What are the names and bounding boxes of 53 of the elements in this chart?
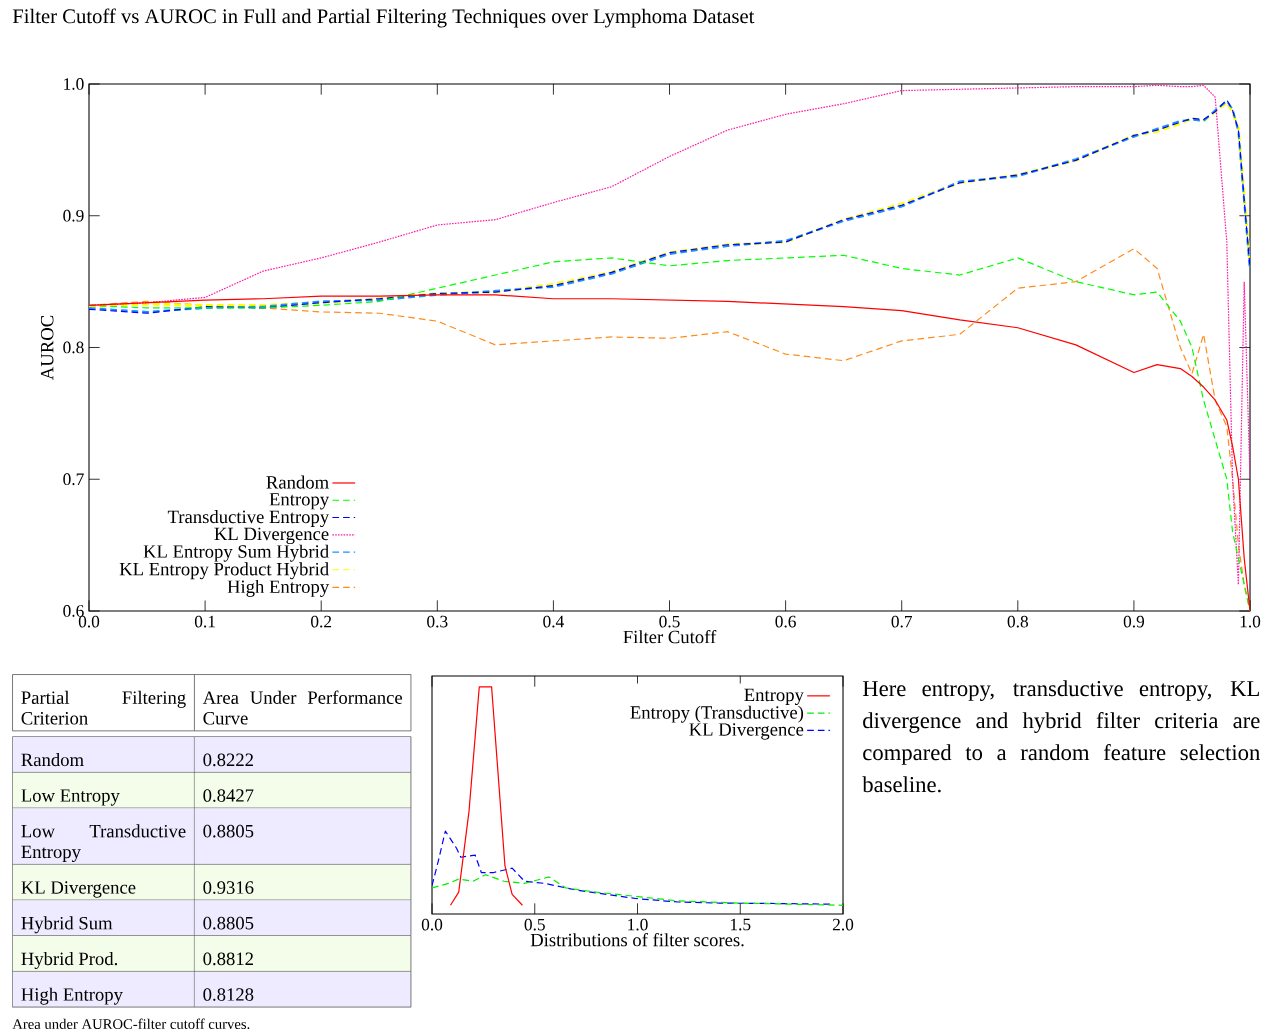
y-tick-label: 0.7 — [63, 473, 84, 486]
category-label: Hybrid Prod. — [21, 951, 118, 969]
x-tick-label: 2.0 — [832, 918, 854, 931]
text: Area under AUROC-filter cutoff curves. — [12, 1018, 250, 1030]
data-label: 0.8805 — [203, 824, 254, 838]
x-tick-label: 0.8 — [1007, 615, 1028, 628]
data-label: 0.8805 — [203, 916, 254, 930]
x-tick-label: 0.0 — [78, 615, 100, 628]
chart-title: Filter Cutoff vs AUROC in Full and Partial Filtering Techniques over Lymphoma Dataset — [12, 8, 755, 28]
text: Here entropy, transductive entropy, KL divergence and hybrid filter criteria are compared to a random feature selection baseline. — [862, 680, 1260, 793]
text: Partial Filtering Criterion — [21, 690, 186, 725]
legend-label: KL Divergence — [689, 723, 804, 740]
category-label: Hybrid Sum — [21, 916, 113, 934]
legend-label: High Entropy — [227, 579, 330, 597]
x-tick-label: 0.2 — [311, 615, 332, 628]
y-tick-label: 1.0 — [64, 78, 84, 90]
x-axis-title: Distributions of filter scores. — [530, 932, 744, 947]
legend-label: KL Entropy Product Hybrid — [119, 562, 329, 580]
data-label: 0.8222 — [203, 753, 253, 767]
legend-label: Entropy (Transductive) — [630, 705, 804, 723]
x-tick-label: 0.0 — [421, 918, 443, 931]
x-tick-label: 1.0 — [1240, 615, 1261, 628]
data-label: 0.8812 — [203, 952, 253, 966]
category-label: Low Transductive Entropy — [21, 824, 186, 862]
data-label: 0.9316 — [203, 881, 254, 894]
y-tick-label: 0.8 — [63, 341, 84, 354]
legend-label: Random — [266, 475, 329, 489]
category-label: High Entropy — [21, 987, 123, 1005]
x-tick-label: 0.4 — [543, 615, 564, 628]
y-axis-title: AUROC — [40, 315, 54, 380]
y-tick-label: 0.9 — [63, 209, 84, 222]
x-tick-label: 0.3 — [427, 615, 448, 628]
x-tick-label: 0.7 — [891, 615, 913, 628]
x-tick-label: 1.5 — [730, 918, 751, 931]
legend-label: KL Divergence — [214, 527, 329, 545]
x-axis-title: Filter Cutoff — [623, 629, 717, 644]
category-label: KL Divergence — [21, 881, 136, 898]
x-tick-label: 0.5 — [524, 918, 545, 931]
category-label: Random — [21, 752, 84, 767]
x-tick-label: 0.1 — [194, 615, 215, 628]
x-tick-label: 0.9 — [1123, 615, 1145, 628]
x-tick-label: 0.5 — [659, 615, 680, 628]
category-label: Low Entropy — [21, 789, 120, 806]
data-label: 0.8128 — [203, 988, 254, 1001]
legend-label: KL Entropy Sum Hybrid — [143, 544, 329, 562]
text: Area Under Performance Curve — [202, 690, 403, 725]
legend-label: Entropy — [269, 493, 330, 510]
x-tick-label: 0.6 — [775, 615, 796, 628]
data-label: 0.8427 — [203, 789, 254, 802]
y-tick-label: 0.6 — [63, 605, 84, 617]
legend-label: Transductive Entropy — [167, 510, 330, 528]
legend-label: Entropy — [744, 688, 804, 706]
x-tick-label: 1.0 — [628, 918, 648, 931]
